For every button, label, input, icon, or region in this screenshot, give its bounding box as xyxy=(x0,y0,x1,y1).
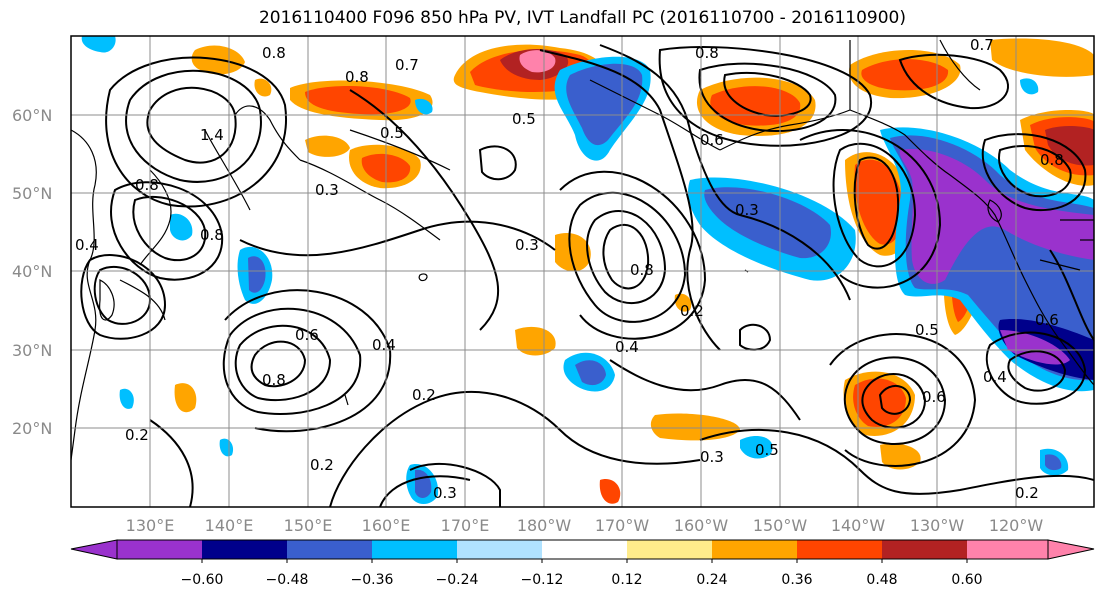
colorbar-swatch xyxy=(117,540,202,559)
contour-label: 0.8 xyxy=(1040,151,1064,169)
colorbar-swatch xyxy=(372,540,457,559)
latitude-labels: 60°N 50°N 40°N 30°N 20°N xyxy=(12,106,52,438)
map-border xyxy=(70,35,1095,508)
colorbar-swatch xyxy=(797,540,882,559)
contour-label: 0.4 xyxy=(75,236,99,254)
contour-label: 0.3 xyxy=(433,484,457,502)
contour-label: 0.2 xyxy=(1015,484,1039,502)
colorbar-tick-label: −0.24 xyxy=(436,572,479,588)
lon-label: 150°W xyxy=(753,516,808,535)
colorbar-tick-label: 0.60 xyxy=(951,572,982,588)
lon-label: 180°W xyxy=(517,516,572,535)
contour-label: 0.6 xyxy=(700,131,724,149)
graticule xyxy=(71,36,1094,507)
contour-label: 0.6 xyxy=(922,388,946,406)
lat-label: 30°N xyxy=(12,341,52,360)
contour-label: 0.8 xyxy=(262,371,286,389)
lon-label: 160°E xyxy=(362,516,411,535)
lat-label: 50°N xyxy=(12,184,52,203)
ivt-contours xyxy=(80,44,1094,507)
lat-label: 60°N xyxy=(12,106,52,125)
lon-label: 120°W xyxy=(989,516,1044,535)
colorbar-min-arrow xyxy=(70,539,118,560)
contour-label: 0.2 xyxy=(412,386,436,404)
lon-label: 140°W xyxy=(831,516,886,535)
lon-label: 160°W xyxy=(674,516,729,535)
colorbar-tick-label: −0.48 xyxy=(266,572,309,588)
colorbar-tick-label: 0.24 xyxy=(696,572,727,588)
colorbar-tick-label: 0.12 xyxy=(611,572,642,588)
lon-label: 130°W xyxy=(910,516,965,535)
contour-label-group: 0.8 0.7 0.8 0.5 1.4 0.8 0.3 0.4 0.8 0.5 … xyxy=(75,36,1064,502)
contour-label: 0.6 xyxy=(295,326,319,344)
map-title: 2016110400 F096 850 hPa PV, IVT Landfall… xyxy=(258,8,906,28)
coastlines xyxy=(71,39,1094,461)
lon-label: 150°E xyxy=(284,516,333,535)
contour-label: 0.7 xyxy=(395,56,419,74)
longitude-labels: 130°E 140°E 150°E 160°E 170°E 180°W 170°… xyxy=(126,516,1044,535)
contour-label: 0.3 xyxy=(315,181,339,199)
contour-label: 0.3 xyxy=(515,236,539,254)
lon-label: 140°E xyxy=(205,516,254,535)
colorbar-swatch xyxy=(882,540,967,559)
colorbar-swatch xyxy=(542,540,627,559)
colorbar-max-arrow xyxy=(1047,539,1095,560)
colorbar-swatch xyxy=(457,540,542,559)
colorbar-outline xyxy=(116,539,1049,560)
contour-label: 0.5 xyxy=(915,321,939,339)
colorbar-swatch xyxy=(712,540,797,559)
contour-label: 0.4 xyxy=(983,368,1007,386)
contour-label: 1.4 xyxy=(200,126,224,144)
colorbar-swatch xyxy=(202,540,287,559)
lat-label: 40°N xyxy=(12,262,52,281)
contour-label: 0.4 xyxy=(372,336,396,354)
contour-label: 0.5 xyxy=(755,441,779,459)
contour-label: 0.3 xyxy=(700,448,724,466)
contour-label: 0.8 xyxy=(200,226,224,244)
contour-label: 0.8 xyxy=(630,261,654,279)
lon-label: 170°E xyxy=(441,516,490,535)
contour-label: 0.8 xyxy=(695,44,719,62)
contour-label: 0.6 xyxy=(1035,311,1059,329)
contour-label: 0.8 xyxy=(345,68,369,86)
colorbar: −0.60 −0.48 −0.36 −0.24 −0.12 0.12 0.24 … xyxy=(70,539,1095,588)
colorbar-swatch xyxy=(967,540,1048,559)
contour-label: 0.3 xyxy=(735,201,759,219)
contour-label: 0.7 xyxy=(970,36,994,54)
colorbar-tick-label: 0.36 xyxy=(781,572,812,588)
lon-label: 130°E xyxy=(126,516,175,535)
colorbar-tick-label: −0.60 xyxy=(181,572,224,588)
colorbar-tick-label: −0.36 xyxy=(351,572,394,588)
colorbar-swatch xyxy=(287,540,372,559)
colorbar-swatch xyxy=(627,540,712,559)
contour-label: 0.4 xyxy=(615,338,639,356)
contour-label: 0.2 xyxy=(310,456,334,474)
colorbar-tick-label: −0.12 xyxy=(521,572,564,588)
contour-label: 0.2 xyxy=(680,302,704,320)
contour-label: 0.5 xyxy=(380,124,404,142)
lat-label: 20°N xyxy=(12,419,52,438)
contour-label: 0.2 xyxy=(125,426,149,444)
contour-label: 0.8 xyxy=(262,44,286,62)
contour-label: 0.5 xyxy=(512,110,536,128)
lon-label: 170°W xyxy=(595,516,650,535)
colorbar-tick-label: 0.48 xyxy=(866,572,897,588)
contour-label: 0.8 xyxy=(135,176,159,194)
